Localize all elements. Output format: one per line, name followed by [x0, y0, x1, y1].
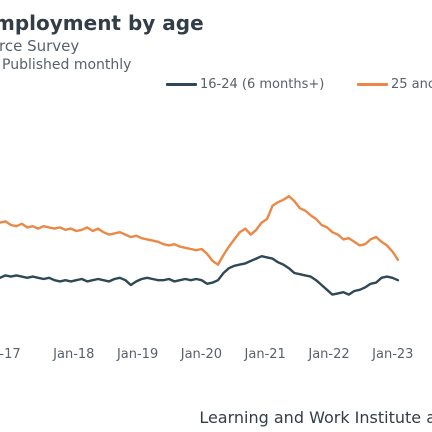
chart-note: Published monthly [2, 57, 132, 73]
chart-subtitle: rce Survey [0, 37, 80, 55]
x-tick-label: Jan-20 [180, 347, 222, 362]
legend-item-16-24: 16-24 (6 months+) [166, 77, 324, 92]
legend-item-25-and-over: 25 anc [357, 77, 432, 92]
x-tick-label: Jan-19 [116, 347, 158, 362]
source-note: Learning and Work Institute a [199, 408, 432, 427]
legend-label-25-and-over: 25 anc [391, 77, 432, 92]
x-tick-label: Jan-18 [52, 347, 94, 362]
x-tick-label: Jan-21 [244, 347, 286, 362]
legend-swatch-16-24 [166, 83, 197, 86]
legend-swatch-25-and-over [357, 83, 388, 86]
x-tick-label: Jan-22 [307, 347, 349, 362]
x-tick-label: -17 [0, 347, 21, 362]
series-line-16-24 [0, 255, 400, 296]
legend-label-16-24: 16-24 (6 months+) [200, 77, 325, 92]
x-tick-label: Jan-23 [371, 347, 413, 362]
series-line-25-and-over [0, 195, 400, 266]
chart-title: mployment by age [0, 11, 204, 35]
